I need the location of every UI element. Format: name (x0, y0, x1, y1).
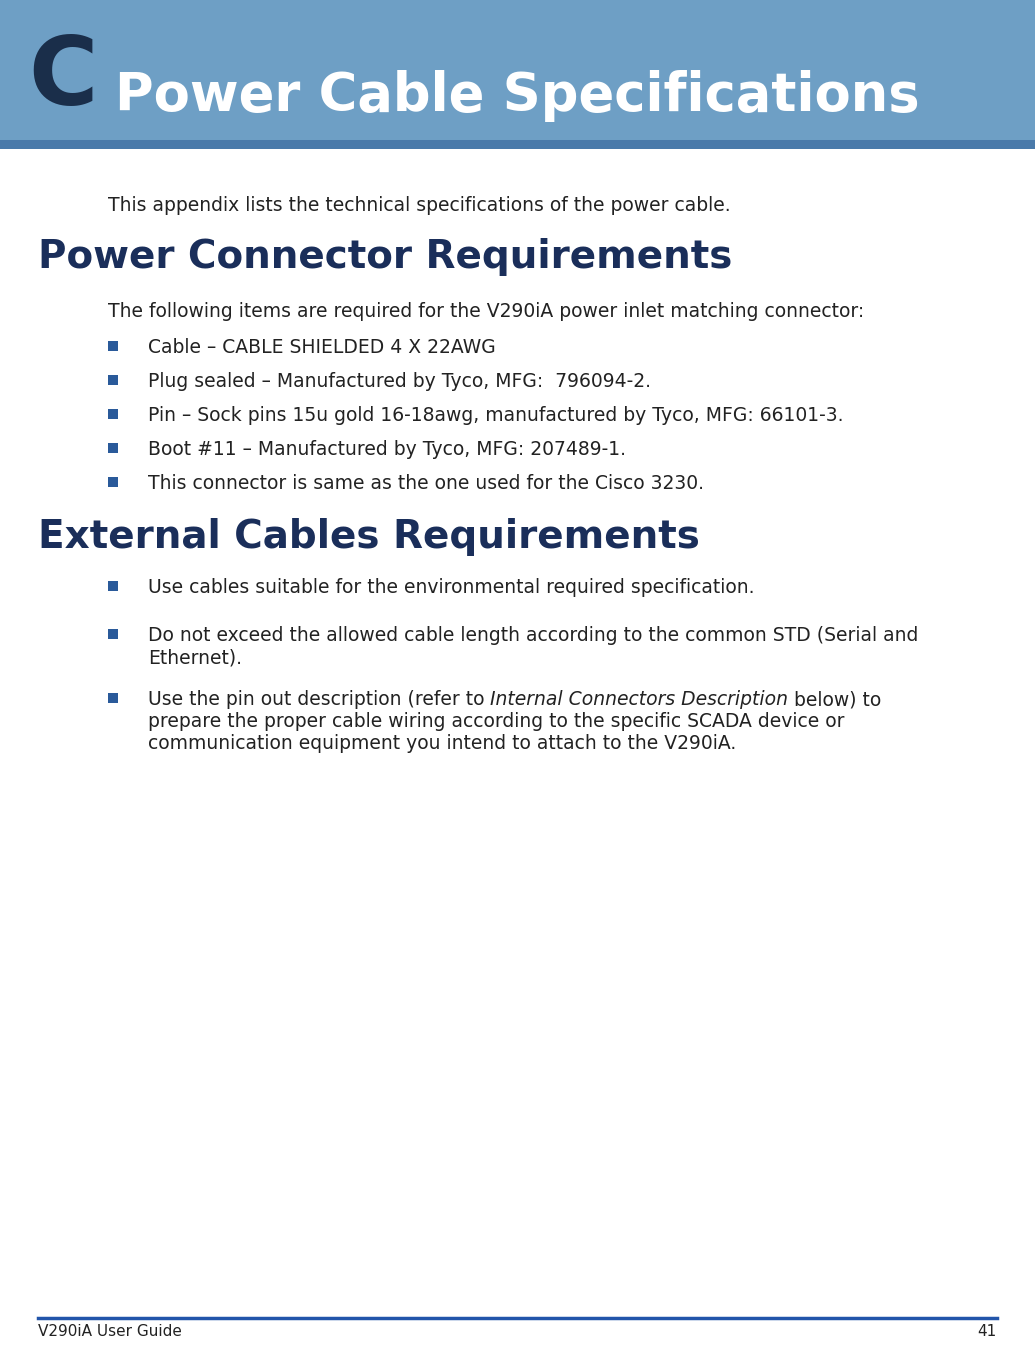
Bar (108, 442, 118, 453)
Text: Cable – CABLE SHIELDED 4 X 22AWG: Cable – CABLE SHIELDED 4 X 22AWG (148, 338, 496, 357)
Bar (0, 139, 1035, 149)
Bar (108, 478, 118, 487)
Bar (108, 693, 118, 704)
Text: This appendix lists the technical specifications of the power cable.: This appendix lists the technical specif… (108, 196, 731, 215)
Text: External Cables Requirements: External Cables Requirements (38, 518, 700, 556)
Text: below) to: below) to (789, 690, 882, 709)
Text: Pin – Sock pins 15u gold 16-18awg, manufactured by Tyco, MFG: 66101-3.: Pin – Sock pins 15u gold 16-18awg, manuf… (148, 406, 844, 425)
Text: Plug sealed – Manufactured by Tyco, MFG:  796094-2.: Plug sealed – Manufactured by Tyco, MFG:… (148, 372, 651, 391)
Text: Power Connector Requirements: Power Connector Requirements (38, 238, 733, 276)
Bar (108, 375, 118, 386)
Text: 41: 41 (978, 1325, 997, 1339)
Bar (108, 341, 118, 350)
Text: communication equipment you intend to attach to the V290iA.: communication equipment you intend to at… (148, 733, 736, 754)
Text: Use cables suitable for the environmental required specification.: Use cables suitable for the environmenta… (148, 578, 755, 597)
Text: This connector is same as the one used for the Cisco 3230.: This connector is same as the one used f… (148, 474, 704, 492)
Text: Power Cable Specifications: Power Cable Specifications (115, 70, 920, 122)
Text: The following items are required for the V290iA power inlet matching connector:: The following items are required for the… (108, 302, 864, 321)
Text: Internal Connectors Description: Internal Connectors Description (491, 690, 789, 709)
Text: C: C (28, 32, 97, 124)
Text: Do not exceed the allowed cable length according to the common STD (Serial and: Do not exceed the allowed cable length a… (148, 626, 918, 645)
Bar (108, 580, 118, 591)
Bar (0, 0, 1035, 139)
Bar (108, 629, 118, 639)
Text: V290iA User Guide: V290iA User Guide (38, 1325, 182, 1339)
Bar (108, 409, 118, 419)
Text: Use the pin out description (refer to: Use the pin out description (refer to (148, 690, 491, 709)
Text: Ethernet).: Ethernet). (148, 648, 242, 667)
Text: Boot #11 – Manufactured by Tyco, MFG: 207489-1.: Boot #11 – Manufactured by Tyco, MFG: 20… (148, 440, 626, 459)
Text: prepare the proper cable wiring according to the specific SCADA device or: prepare the proper cable wiring accordin… (148, 712, 845, 731)
